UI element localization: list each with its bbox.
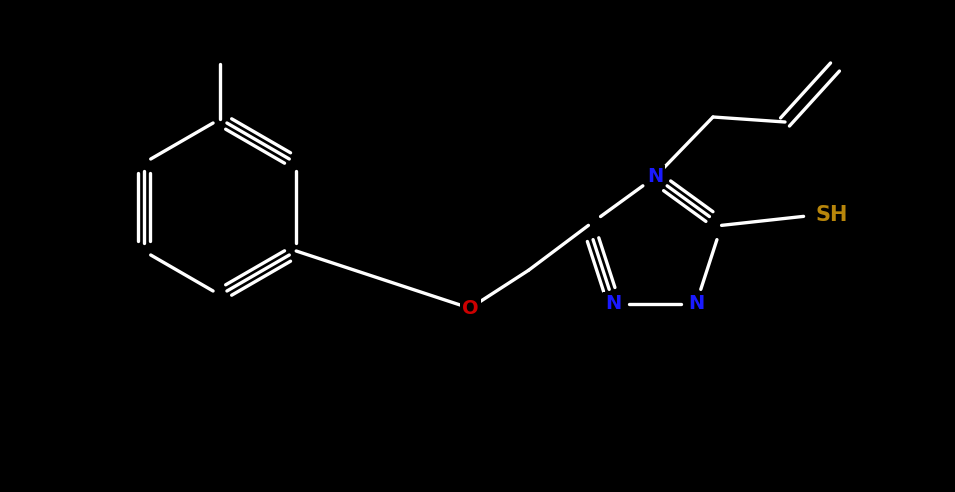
- Text: N: N: [605, 294, 622, 313]
- Text: SH: SH: [816, 205, 848, 225]
- Text: O: O: [462, 299, 478, 318]
- Text: O: O: [462, 299, 478, 318]
- Text: N: N: [688, 294, 704, 313]
- Text: N: N: [647, 167, 663, 186]
